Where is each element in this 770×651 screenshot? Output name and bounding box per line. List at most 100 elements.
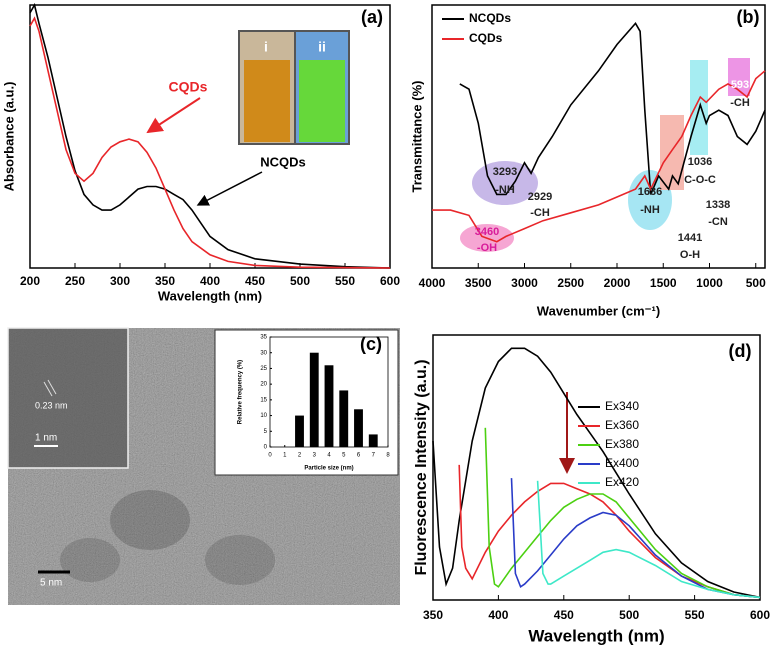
y-tick-label: 30: [260, 350, 267, 356]
series-line: [29, 16, 391, 269]
series-line: [484, 427, 761, 599]
y-axis-label: Absorbance (a.u.): [1, 82, 16, 192]
x-tick-label: 600: [380, 274, 400, 288]
x-axis-label: Wavelength (nm): [528, 626, 664, 645]
peak-annotation: O-H: [680, 249, 700, 261]
plot-frame: [431, 4, 766, 269]
bar: [309, 352, 319, 447]
panel-label: (b): [737, 7, 760, 27]
peak-annotation: 1036: [688, 156, 712, 168]
legend-label: Ex400: [605, 456, 639, 470]
x-tick-label: 550: [335, 274, 355, 288]
peak-annotation: -CN: [708, 216, 728, 228]
lattice-label: 0.23 nm: [35, 400, 68, 410]
x-tick-label: 7: [372, 453, 376, 459]
x-tick-label: 600: [750, 608, 770, 622]
bar: [368, 434, 378, 447]
series-annotation: CQDs: [169, 79, 208, 95]
series-line: [29, 2, 391, 269]
inset-label: i: [264, 39, 268, 55]
x-tick-label: 400: [200, 274, 220, 288]
peak-annotation: 1636: [638, 186, 662, 198]
x-tick-label: 1000: [696, 276, 723, 290]
x-tick-label: 1500: [650, 276, 677, 290]
series-annotation: NCQDs: [260, 154, 306, 169]
peak-annotation: -CH: [530, 207, 550, 219]
legend-label: Ex360: [605, 418, 639, 432]
legend-label: Ex420: [605, 475, 639, 489]
legend-label: Ex380: [605, 437, 639, 451]
y-tick-label: 25: [260, 366, 267, 372]
panel-label: (a): [361, 7, 383, 27]
x-tick-label: 2500: [557, 276, 584, 290]
scale-label: 5 nm: [40, 578, 62, 589]
y-axis-label: Relative frequency (%): [238, 360, 244, 424]
x-tick-label: 200: [20, 274, 40, 288]
x-tick-label: 500: [290, 274, 310, 288]
x-tick-label: 2000: [604, 276, 631, 290]
y-tick-label: 20: [260, 382, 267, 388]
y-tick-label: 10: [260, 413, 267, 419]
peak-annotation: 3460: [475, 226, 499, 238]
panel-label: (c): [360, 334, 382, 354]
legend-label: CQDs: [469, 31, 503, 45]
vial-photo: [238, 30, 350, 145]
peak-annotation: -OH: [477, 242, 497, 254]
x-tick-label: 6: [357, 453, 361, 459]
y-tick-label: 0: [264, 445, 268, 451]
x-tick-label: 1: [283, 453, 287, 459]
x-tick-label: 3: [313, 453, 317, 459]
x-tick-label: 0: [268, 453, 272, 459]
peak-annotation: -CH: [730, 97, 750, 109]
bar: [354, 409, 363, 447]
x-axis-label: Wavenumber (cm⁻¹): [537, 303, 660, 318]
panel-label: (d): [729, 341, 752, 361]
x-tick-label: 350: [423, 608, 443, 622]
x-tick-label: 8: [386, 453, 390, 459]
peak-annotation: 3293: [493, 166, 517, 178]
series-line: [432, 70, 766, 243]
peak-annotation: 593: [731, 79, 749, 91]
peak-annotation: 2929: [528, 191, 552, 203]
x-tick-label: 500: [619, 608, 639, 622]
annotation-arrow: [146, 97, 201, 134]
x-tick-label: 5: [342, 453, 346, 459]
tem-image: [7, 327, 400, 605]
x-tick-label: 300: [110, 274, 130, 288]
bar: [324, 365, 334, 447]
plot-frame: [432, 334, 761, 601]
y-tick-label: 5: [264, 429, 268, 435]
x-tick-label: 4000: [419, 276, 446, 290]
inset-label: ii: [318, 39, 326, 55]
x-tick-label: 350: [155, 274, 175, 288]
x-tick-label: 550: [685, 608, 705, 622]
series-line: [459, 22, 766, 196]
legend-label: NCQDs: [469, 11, 511, 25]
x-tick-label: 400: [488, 608, 508, 622]
legend-label: Ex340: [605, 399, 639, 413]
y-axis-label: Fluorescence Intensity (a.u.): [413, 359, 430, 575]
x-tick-label: 250: [65, 274, 85, 288]
x-axis-label: Particle size (nm): [304, 466, 353, 472]
y-tick-label: 15: [260, 397, 267, 403]
x-tick-label: 2: [298, 453, 302, 459]
peak-annotation: 1338: [706, 199, 730, 211]
series-line: [510, 478, 761, 599]
y-axis-label: Transmittance (%): [409, 81, 424, 193]
annotation-arrow: [196, 171, 263, 206]
x-tick-label: 450: [554, 608, 574, 622]
peak-annotation: -NH: [640, 204, 660, 216]
x-tick-label: 450: [245, 274, 265, 288]
x-tick-label: 500: [746, 276, 766, 290]
scale-label: 1 nm: [35, 433, 57, 444]
series-line: [432, 347, 761, 599]
peak-annotation: 1441: [678, 232, 702, 244]
x-tick-label: 4: [327, 453, 331, 459]
y-tick-label: 35: [260, 335, 267, 341]
peak-annotation: C-O-C: [684, 174, 716, 186]
x-axis-label: Wavelength (nm): [158, 288, 262, 303]
series-line: [536, 480, 761, 599]
x-tick-label: 3500: [465, 276, 492, 290]
peak-annotation: -NH: [495, 184, 515, 196]
